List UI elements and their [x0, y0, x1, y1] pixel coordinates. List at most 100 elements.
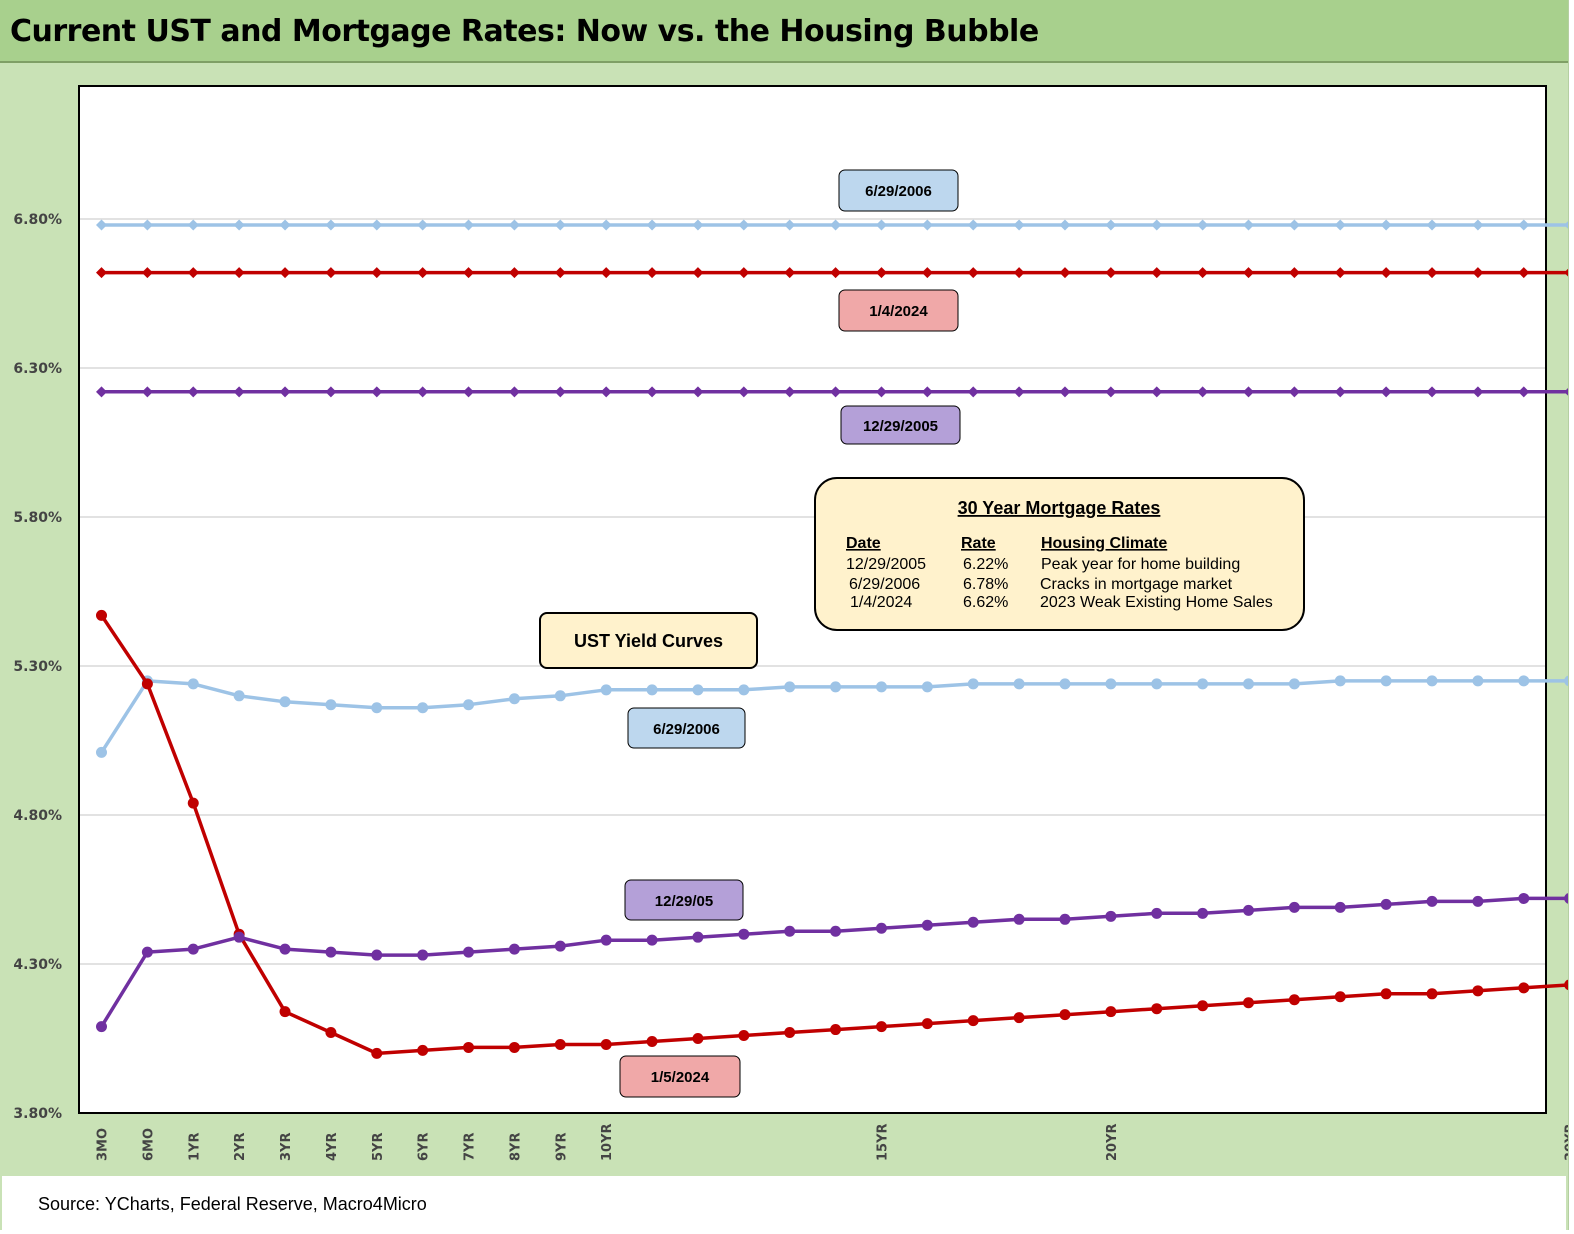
table-cell: Cracks in mortgage market [1040, 576, 1233, 593]
data-point [830, 386, 842, 398]
data-point [1472, 985, 1484, 997]
table-header-climate: Housing Climate [1041, 535, 1167, 552]
data-point [1426, 267, 1438, 279]
x-tick-label: 30YR [1564, 1123, 1568, 1161]
data-point [463, 946, 475, 958]
data-point [692, 267, 704, 279]
data-point [554, 267, 566, 279]
data-point [967, 1015, 979, 1027]
label-mortgage-2006: 6/29/2006 [838, 169, 959, 212]
data-point [141, 386, 153, 398]
x-tick-label: 8YR [508, 1133, 523, 1161]
data-point [830, 267, 842, 279]
data-point [1426, 219, 1438, 231]
data-point [1197, 267, 1209, 279]
series-ust [96, 892, 1568, 1033]
data-point [646, 267, 658, 279]
data-point [646, 386, 658, 398]
data-point [96, 1021, 107, 1033]
data-point [1518, 267, 1530, 279]
data-point [1105, 910, 1117, 922]
data-point [508, 267, 520, 279]
data-point [646, 219, 658, 231]
data-point [1288, 994, 1300, 1006]
chart-title: Current UST and Mortgage Rates: Now vs. … [10, 14, 1039, 49]
data-point [371, 386, 383, 398]
y-tick-label: 4.80% [13, 808, 62, 824]
data-point [1518, 892, 1530, 904]
data-point [325, 946, 337, 958]
data-point [463, 1041, 475, 1053]
data-point [1472, 219, 1484, 231]
label-mortgage-2005: 12/29/2005 [840, 405, 961, 445]
data-point [921, 386, 933, 398]
data-point [921, 1018, 933, 1030]
data-point [1197, 907, 1209, 919]
plot-area [78, 85, 1547, 1114]
data-point [1564, 268, 1568, 277]
data-point [1059, 386, 1071, 398]
data-point [1472, 267, 1484, 279]
table-cell: 1/4/2024 [850, 594, 912, 611]
data-point [1059, 267, 1071, 279]
data-point [1564, 675, 1568, 687]
data-point [187, 678, 199, 690]
data-point [784, 267, 796, 279]
data-point [463, 219, 475, 231]
data-point [1334, 991, 1346, 1003]
data-point [646, 1035, 658, 1047]
data-point [784, 386, 796, 398]
data-point [554, 690, 566, 702]
y-tick-label: 6.80% [13, 212, 62, 228]
data-point [325, 267, 337, 279]
data-point [875, 681, 887, 693]
data-point [417, 386, 429, 398]
data-point [371, 219, 383, 231]
data-point [554, 1038, 566, 1050]
table-header-rate: Rate [961, 535, 996, 552]
data-point [875, 922, 887, 934]
data-point [830, 681, 842, 693]
data-point [325, 1027, 337, 1039]
data-point [1013, 913, 1025, 925]
data-point [1197, 386, 1209, 398]
data-point [692, 684, 704, 696]
x-tick-label: 2YR [233, 1133, 248, 1161]
data-point [921, 267, 933, 279]
data-point [1334, 219, 1346, 231]
data-point [187, 219, 199, 231]
data-point [1518, 982, 1530, 994]
data-point [738, 684, 750, 696]
data-point [1334, 675, 1346, 687]
data-point [508, 219, 520, 231]
series-ust [96, 675, 1568, 758]
data-point [1105, 1006, 1117, 1018]
data-point [508, 386, 520, 398]
data-point [875, 1021, 887, 1033]
data-point [1334, 901, 1346, 913]
data-point [141, 219, 153, 231]
series-layer [96, 219, 1568, 1059]
data-point [1288, 678, 1300, 690]
x-tick-label: 3YR [279, 1133, 294, 1161]
data-point [784, 925, 796, 937]
data-point [875, 219, 887, 231]
data-point [967, 386, 979, 398]
data-point [233, 267, 245, 279]
data-point [233, 219, 245, 231]
y-axis-ticks: 3.80% 4.30% 4.80% 5.30% 5.80% 6.30% 6.80% [13, 212, 62, 1122]
data-point [784, 219, 796, 231]
data-point [1243, 386, 1254, 398]
data-point [1288, 219, 1300, 231]
data-point [233, 690, 245, 702]
data-point [463, 386, 475, 398]
data-point [692, 931, 704, 943]
chart: 3.80% 4.30% 4.80% 5.30% 5.80% 6.30% 6.80% 3MO 6… [13, 85, 1568, 1161]
data-point [600, 684, 612, 696]
data-point [279, 943, 291, 955]
data-point [1013, 219, 1025, 231]
data-point [417, 219, 429, 231]
data-point [463, 267, 475, 279]
data-point [1197, 1000, 1209, 1012]
data-point [1380, 219, 1392, 231]
